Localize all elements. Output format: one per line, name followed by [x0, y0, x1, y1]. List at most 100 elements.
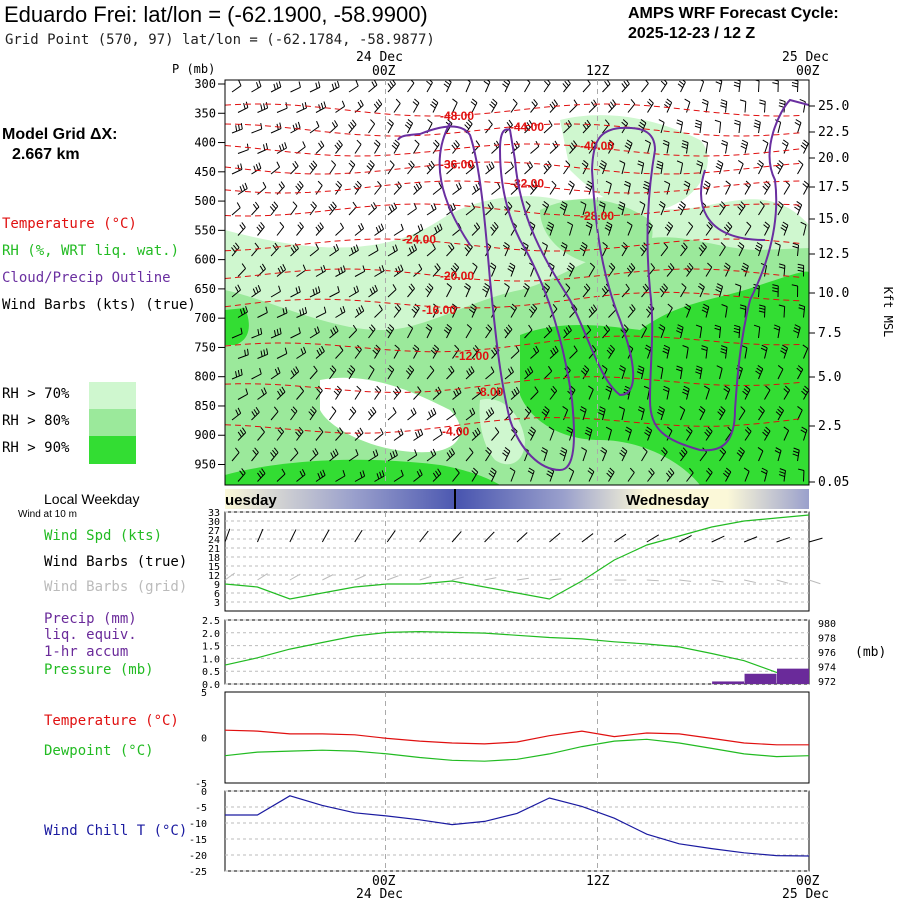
wind-barb — [662, 385, 670, 400]
wind-barb — [598, 160, 607, 175]
wind-barb — [776, 201, 784, 216]
wind-barb — [309, 81, 321, 93]
wind-barb — [468, 303, 478, 318]
wind-barb — [251, 367, 262, 380]
wind-barb — [580, 365, 590, 380]
legend-cloud: Cloud/Precip Outline — [2, 270, 171, 286]
wind-barb — [588, 385, 594, 400]
wind-barb — [368, 202, 377, 216]
legend-wind-barbs-grid: Wind Barbs (grid) — [44, 579, 188, 595]
legend-rh90-label: RH > 90% — [2, 440, 70, 456]
wind-barb — [237, 468, 246, 482]
wind-barb — [256, 221, 265, 236]
precip-bar — [712, 681, 745, 684]
rh90-bottom-region — [225, 459, 500, 485]
wind-barb — [598, 201, 606, 216]
wind-barb — [705, 221, 713, 236]
wind-barb — [762, 426, 771, 441]
wind-barb — [270, 406, 279, 421]
wind-barb — [780, 344, 788, 359]
wind-barb — [549, 180, 557, 195]
wind-barb — [290, 366, 300, 380]
wind-barb — [504, 161, 514, 175]
wind-barb — [627, 98, 636, 113]
wind-barb — [725, 180, 731, 195]
legend-rh80-label: RH > 80% — [2, 413, 70, 429]
wind-barb — [432, 468, 442, 482]
wind-barb — [309, 286, 321, 298]
wind-barb — [696, 160, 704, 175]
wind-barb-grid — [744, 579, 756, 584]
wind-barb — [698, 406, 706, 421]
legend-liq-equiv: liq. equiv. — [44, 627, 137, 643]
wind-barb — [491, 387, 501, 400]
wind-barb — [387, 365, 395, 380]
wind-barb — [737, 201, 746, 216]
wind-barb — [237, 222, 246, 236]
height-tick-label: 7.5 — [818, 326, 841, 341]
wind-barb — [251, 285, 262, 298]
wind-barb — [432, 139, 440, 154]
wind-barb — [231, 163, 243, 175]
wind-barb — [527, 426, 536, 441]
wind-barb — [491, 427, 500, 441]
wind-speed-tick: 33 — [208, 508, 220, 519]
wind-barb — [719, 447, 727, 462]
temp-panel-frame — [224, 691, 810, 784]
height-tick-label: 0.05 — [818, 475, 849, 490]
wind-barb — [329, 244, 340, 257]
wind-barb — [579, 406, 587, 421]
wind-barb — [684, 98, 691, 113]
wind-barb — [606, 344, 615, 359]
wind-barb — [546, 221, 555, 236]
wind-barb — [627, 467, 635, 482]
wind-barb-grid — [257, 573, 268, 581]
temperature-contours: -48.00-44.00-40.00-36.00-32.00-28.00-24.… — [225, 103, 802, 439]
wind-barb — [637, 160, 645, 175]
wind-barb — [393, 264, 404, 277]
wind-barb — [237, 263, 246, 277]
wind-barb — [413, 181, 423, 195]
wind-barb-true — [581, 533, 594, 543]
wind-barb — [621, 283, 630, 298]
wind-barb — [563, 283, 571, 298]
wind-speed-tick: 12 — [208, 571, 220, 582]
wind-barb — [335, 470, 346, 482]
height-tick-label: 12.5 — [818, 247, 849, 262]
wind-barb — [641, 80, 649, 93]
pressure-tick-label: 350 — [194, 106, 216, 120]
wind-barb — [618, 365, 626, 380]
precip-tick: 2.5 — [202, 616, 220, 627]
wind-barb — [676, 324, 684, 339]
wind-barb — [502, 242, 510, 257]
wind-barb — [333, 385, 342, 400]
temp-tick: -5 — [195, 779, 207, 790]
wind-barb — [425, 324, 433, 339]
legend-temperature-2m: Temperature (°C) — [44, 713, 179, 729]
wind-barb — [465, 447, 474, 462]
wind-barb — [607, 139, 615, 154]
wind-barb — [658, 324, 666, 339]
wind-barb — [276, 264, 286, 277]
wind-barb — [605, 426, 612, 441]
wind-barb — [446, 407, 456, 421]
wind-barb — [757, 160, 764, 175]
wind-barb — [733, 80, 741, 93]
wind-barb — [276, 347, 288, 359]
wind-barb — [348, 80, 359, 93]
wind-barb — [296, 101, 307, 113]
model-grid-value: 2.667 km — [12, 146, 80, 163]
wind-barb — [721, 304, 728, 318]
wind-chill-tick: -15 — [189, 835, 207, 846]
top-axis-time-2: 12Z — [586, 64, 610, 79]
wind-barb — [354, 223, 365, 236]
wind-barb — [742, 385, 751, 400]
wind-barb — [257, 468, 266, 482]
height-tick-label: 22.5 — [818, 125, 849, 140]
wind-barb — [802, 180, 809, 195]
wind-barb — [465, 366, 475, 380]
wind-barb — [619, 447, 628, 462]
wind-barb — [315, 180, 323, 195]
wind-barb — [490, 221, 499, 236]
wind-barb — [251, 122, 263, 134]
